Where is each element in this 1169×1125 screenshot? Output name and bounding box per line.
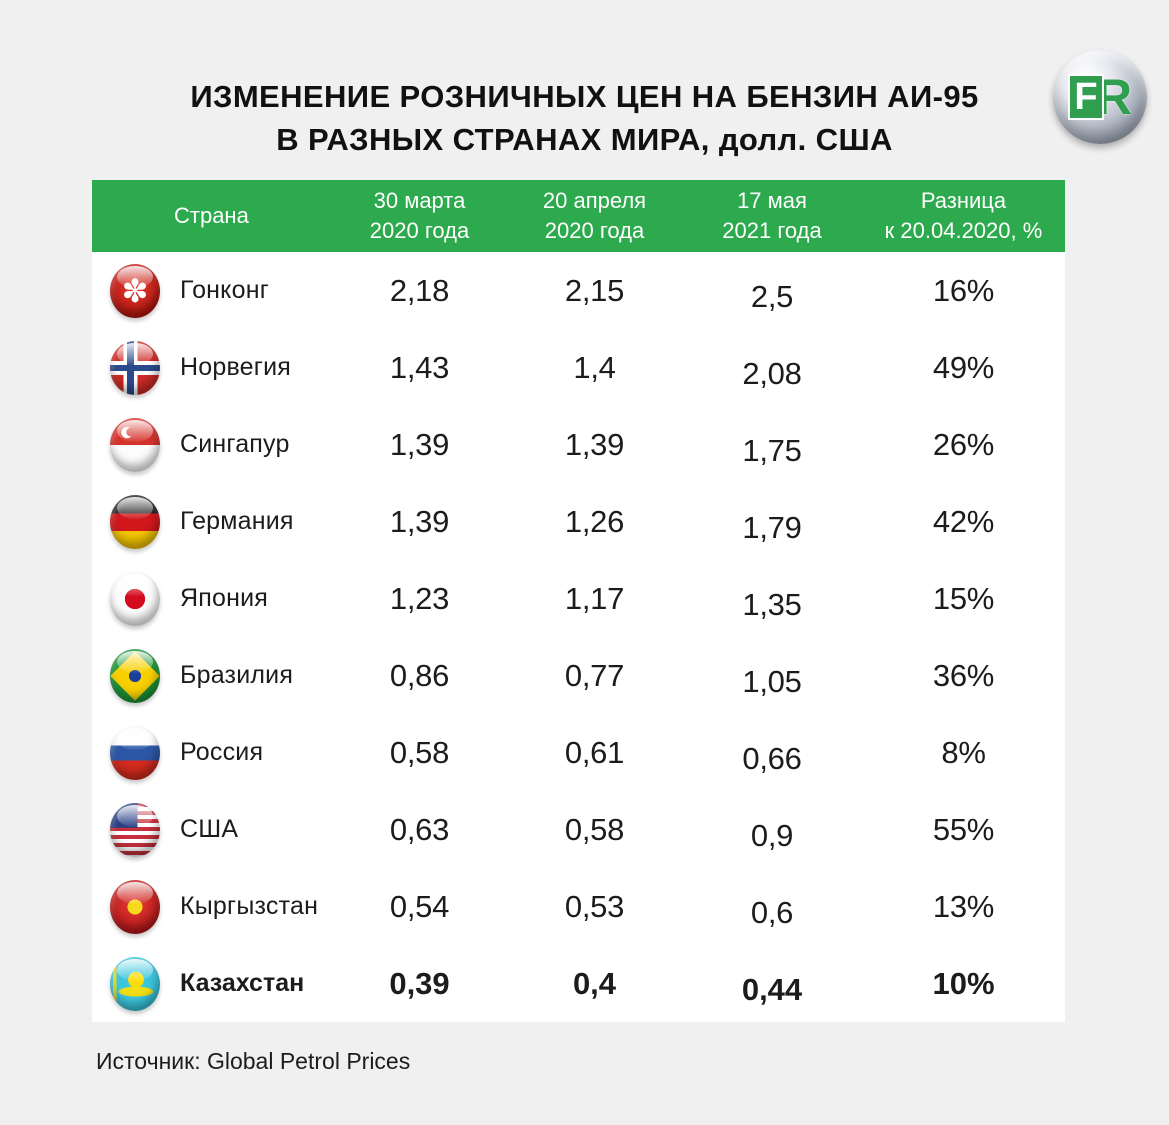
price-2021-05-17: 1,05	[742, 663, 802, 699]
country-name: Казахстан	[180, 969, 305, 997]
kyrgyzstan-flag-icon	[110, 879, 160, 934]
price-2020-03-30: 1,23	[389, 580, 450, 616]
table-row-kyrgyzstan: Кыргызстан 0,54 0,53 0,6 13%	[92, 868, 1065, 945]
price-2020-04-20: 0,61	[564, 734, 625, 770]
table-row-singapore: Сингапур 1,39 1,39 1,75 26%	[92, 406, 1065, 483]
table-row-germany: Германия 1,39 1,26 1,79 42%	[92, 483, 1065, 560]
country-name: Кыргызстан	[180, 892, 319, 920]
price-2020-04-20: 1,17	[564, 580, 625, 616]
singapore-flag-icon	[110, 417, 160, 472]
fr-logo-icon: F R	[1053, 50, 1147, 144]
price-2021-05-17: 1,75	[742, 432, 802, 468]
price-2020-04-20: 0,77	[564, 657, 625, 693]
diff-percent: 10%	[932, 965, 995, 1001]
price-2021-05-17: 0,9	[750, 817, 794, 853]
column-header-country: Страна	[174, 203, 249, 229]
japan-flag-icon	[110, 571, 160, 626]
price-2020-04-20: 0,53	[564, 888, 625, 924]
table-row-norway: Норвегия 1,43 1,4 2,08 49%	[92, 329, 1065, 406]
price-2021-05-17: 0,6	[750, 894, 794, 930]
page-title-line1: ИЗМЕНЕНИЕ РОЗНИЧНЫХ ЦЕН НА БЕНЗИН АИ-95	[190, 79, 979, 114]
price-2020-04-20: 1,26	[564, 503, 625, 539]
page-title-line2: В РАЗНЫХ СТРАНАХ МИРА, долл. США	[276, 121, 893, 157]
norway-flag-icon	[110, 340, 160, 395]
diff-percent: 49%	[932, 349, 995, 385]
diff-percent: 55%	[932, 811, 995, 847]
germany-flag-icon	[110, 494, 160, 549]
table-row-russia: Россия 0,58 0,61 0,66 8%	[92, 714, 1065, 791]
column-header-apr20-2020: 20 апреля 2020 года	[542, 188, 647, 243]
diff-percent: 16%	[932, 272, 995, 308]
price-2020-03-30: 0,86	[389, 657, 450, 693]
diff-percent: 8%	[941, 734, 986, 770]
price-2021-05-17: 2,08	[742, 355, 802, 391]
source-caption: Источник: Global Petrol Prices	[96, 1048, 411, 1074]
column-header-mar30-2020: 30 марта 2020 года	[369, 188, 470, 243]
table-row-hong-kong: Гонконг 2,18 2,15 2,5 16%	[92, 252, 1065, 329]
diff-percent: 26%	[932, 426, 995, 462]
price-2021-05-17: 1,35	[742, 586, 802, 622]
price-2020-03-30: 2,18	[389, 272, 450, 308]
table-row-usa: США 0,63 0,58 0,9 55%	[92, 791, 1065, 868]
country-name: Сингапур	[180, 430, 290, 458]
price-2020-04-20: 1,39	[564, 426, 625, 462]
price-2021-05-17: 1,79	[742, 509, 802, 545]
price-2020-03-30: 0,39	[389, 965, 450, 1001]
page-title: ИЗМЕНЕНИЕ РОЗНИЧНЫХ ЦЕН НА БЕНЗИН АИ-95 …	[0, 76, 1169, 162]
country-name: Германия	[180, 507, 294, 535]
country-name: Япония	[180, 584, 269, 612]
country-name: США	[180, 815, 239, 843]
country-name: Россия	[180, 738, 264, 766]
diff-percent: 42%	[932, 503, 995, 539]
price-2020-03-30: 0,58	[389, 734, 450, 770]
table-header-row: Страна 30 марта 2020 года 20 апреля 2020…	[92, 180, 1065, 252]
fr-logo-letter-f: F	[1067, 74, 1104, 120]
country-name: Норвегия	[180, 353, 291, 381]
russia-flag-icon	[110, 725, 160, 780]
diff-percent: 13%	[932, 888, 995, 924]
price-2021-05-17: 2,5	[750, 278, 794, 314]
usa-flag-icon	[110, 802, 160, 857]
price-2020-03-30: 1,39	[389, 426, 450, 462]
price-2020-03-30: 1,39	[389, 503, 450, 539]
price-2020-04-20: 0,4	[572, 965, 617, 1001]
price-2020-03-30: 0,63	[389, 811, 450, 847]
brazil-flag-icon	[110, 648, 160, 703]
hong-kong-flag-icon	[110, 263, 160, 318]
diff-percent: 15%	[932, 580, 995, 616]
table-row-brazil: Бразилия 0,86 0,77 1,05 36%	[92, 637, 1065, 714]
diff-percent: 36%	[932, 657, 995, 693]
price-2020-03-30: 0,54	[389, 888, 450, 924]
price-2020-03-30: 1,43	[389, 349, 450, 385]
kazakhstan-flag-icon	[110, 956, 160, 1011]
prices-table: Страна 30 марта 2020 года 20 апреля 2020…	[92, 180, 1065, 1022]
price-2020-04-20: 0,58	[564, 811, 625, 847]
price-2021-05-17: 0,66	[742, 740, 802, 776]
price-2020-04-20: 1,4	[573, 349, 616, 385]
country-name: Бразилия	[180, 661, 294, 689]
column-header-diff: Разница к 20.04.2020, %	[884, 188, 1043, 243]
table-row-japan: Япония 1,23 1,17 1,35 15%	[92, 560, 1065, 637]
table-row-kazakhstan: Казахстан 0,39 0,4 0,44 10%	[92, 945, 1065, 1022]
price-2021-05-17: 0,44	[741, 971, 803, 1007]
price-2020-04-20: 2,15	[564, 272, 625, 308]
country-name: Гонконг	[180, 276, 270, 304]
column-header-may17-2021: 17 мая 2021 года	[722, 188, 822, 243]
